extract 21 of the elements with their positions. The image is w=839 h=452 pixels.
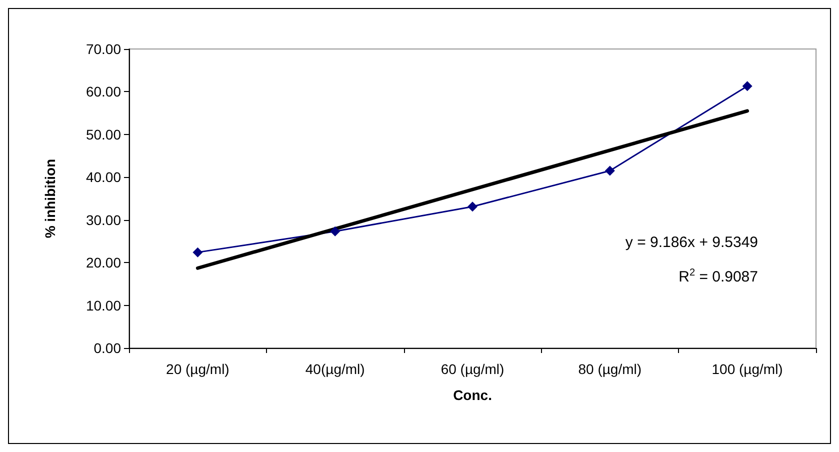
point bbox=[742, 81, 752, 92]
point bbox=[604, 166, 615, 176]
x-axis-title: Conc. bbox=[453, 387, 492, 403]
x-tick-label: 100 (µg/ml) bbox=[712, 361, 783, 377]
annotation: y = 9.186x + 9.5349 bbox=[625, 234, 758, 251]
y-tick-label: 50.00 bbox=[86, 126, 122, 142]
y-tick-label: 20.00 bbox=[86, 254, 122, 271]
y-tick-label: 10.00 bbox=[86, 297, 122, 314]
point bbox=[192, 247, 203, 258]
x-tick-label: 20 (µg/ml) bbox=[166, 361, 230, 377]
point bbox=[330, 226, 340, 236]
x-tick-label: 60 (µg/ml) bbox=[440, 361, 504, 377]
point bbox=[468, 202, 478, 212]
y-tick-label: 0.00 bbox=[94, 340, 122, 356]
x-tick-label: 40(µg/ml) bbox=[305, 361, 365, 377]
y-tick-label: 70.00 bbox=[86, 41, 122, 57]
y-axis-title: % inhibition bbox=[42, 158, 58, 238]
y-tick-label: 60.00 bbox=[86, 84, 122, 100]
y-tick-label: 40.00 bbox=[86, 169, 122, 186]
y-tick-label: 30.00 bbox=[86, 212, 122, 228]
x-tick-label: 80 (µg/ml) bbox=[578, 361, 642, 377]
